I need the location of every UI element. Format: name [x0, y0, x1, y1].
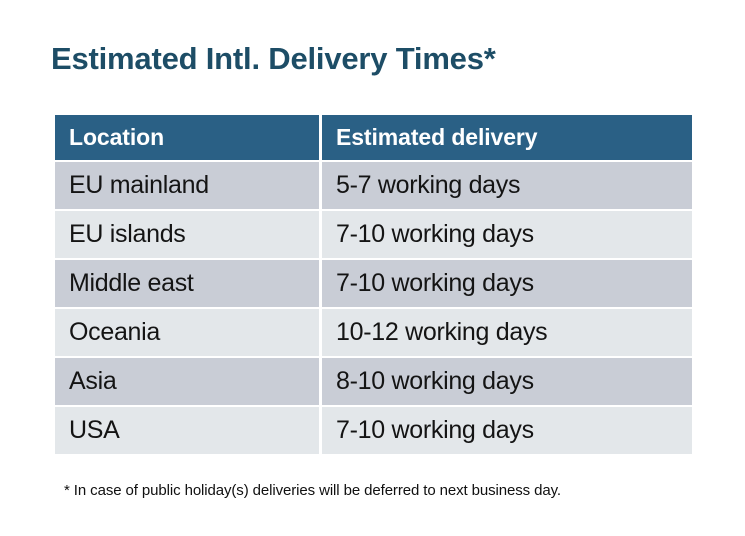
cell-location: EU islands: [55, 211, 319, 258]
table-header-row: Location Estimated delivery: [55, 115, 692, 160]
cell-estimate: 7-10 working days: [322, 211, 692, 258]
table-body: EU mainland 5-7 working days EU islands …: [55, 162, 692, 454]
page-title: Estimated Intl. Delivery Times*: [51, 41, 496, 76]
cell-estimate: 7-10 working days: [322, 407, 692, 454]
cell-estimate: 10-12 working days: [322, 309, 692, 356]
column-header-estimated-delivery: Estimated delivery: [322, 115, 692, 160]
table-row: EU islands 7-10 working days: [55, 211, 692, 258]
cell-location: Middle east: [55, 260, 319, 307]
cell-location: USA: [55, 407, 319, 454]
cell-estimate: 8-10 working days: [322, 358, 692, 405]
cell-estimate: 7-10 working days: [322, 260, 692, 307]
table-row: USA 7-10 working days: [55, 407, 692, 454]
table-row: Middle east 7-10 working days: [55, 260, 692, 307]
cell-location: Asia: [55, 358, 319, 405]
table-row: Asia 8-10 working days: [55, 358, 692, 405]
footnote: * In case of public holiday(s) deliverie…: [64, 482, 561, 499]
table-header: Location Estimated delivery: [55, 115, 692, 160]
table-row: EU mainland 5-7 working days: [55, 162, 692, 209]
table-row: Oceania 10-12 working days: [55, 309, 692, 356]
cell-location: Oceania: [55, 309, 319, 356]
cell-estimate: 5-7 working days: [322, 162, 692, 209]
cell-location: EU mainland: [55, 162, 319, 209]
column-header-location: Location: [55, 115, 319, 160]
delivery-times-table: Location Estimated delivery EU mainland …: [52, 113, 695, 456]
